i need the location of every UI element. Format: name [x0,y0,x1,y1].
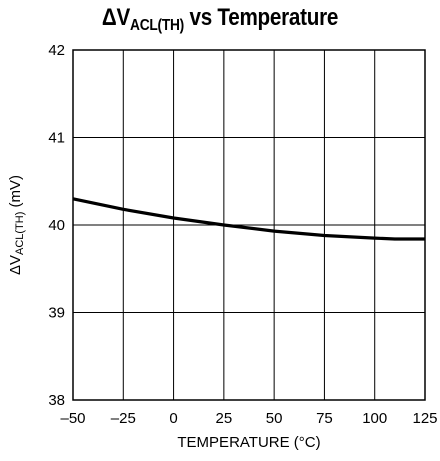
chart-title-rest: vs Temperature [184,4,339,31]
x-axis-label: TEMPERATURE (°C) [177,434,320,451]
chart-title-subscript: ACL(TH) [130,17,185,34]
x-tick-label: 125 [412,410,437,427]
grid [72,49,426,401]
y-axis-label-subscript: ACL(TH) [14,212,26,255]
x-tick-label: 100 [362,410,387,427]
plot-frame [72,49,426,401]
x-tick-label: –50 [60,410,85,427]
y-axis-label-symbol: ΔV [7,255,24,275]
x-tick-label: 50 [266,410,283,427]
y-tick-label: 38 [48,392,65,409]
x-tick-label: 0 [169,410,177,427]
series-line [72,197,425,241]
x-tick-label: 25 [216,410,233,427]
y-tick-label: 42 [48,42,65,59]
series-layer [72,197,425,241]
x-tick-label: 75 [316,410,333,427]
x-tick-label: –25 [111,410,136,427]
x-tick-labels: –50 –25 0 25 50 75 100 125 [60,410,437,427]
chart-title-symbol: ΔV [101,4,131,31]
y-tick-label: 40 [48,217,65,234]
y-tick-labels: 38 39 40 41 42 [48,42,65,409]
chart-title: ΔVACL(TH) vs Temperature [31,4,409,35]
y-tick-label: 41 [48,130,65,147]
y-tick-label: 39 [48,305,65,322]
y-axis-label: ΔVACL(TH) (mV) [7,175,26,275]
y-axis-label-rest: (mV) [7,175,24,212]
